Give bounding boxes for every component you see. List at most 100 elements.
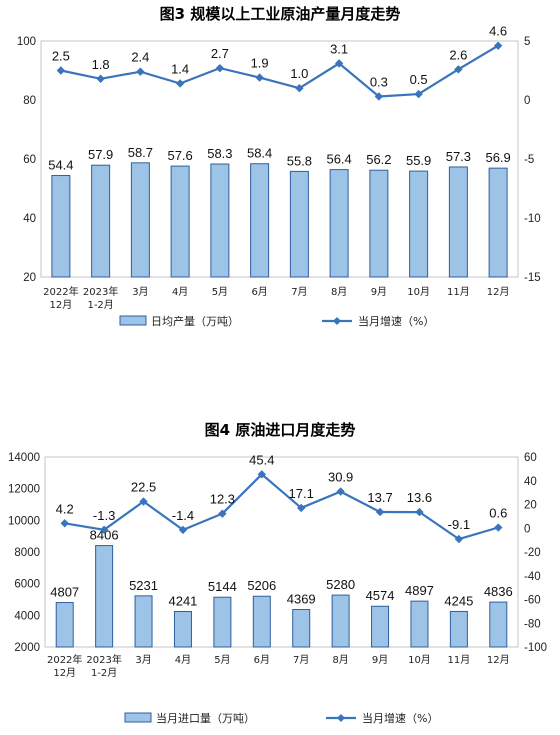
line-data-label: 2.7 xyxy=(211,46,229,61)
bar xyxy=(210,163,230,278)
bar xyxy=(55,602,74,648)
y-right-tick-label: -100 xyxy=(524,642,547,654)
x-tick-label: 2022年 xyxy=(43,285,78,298)
x-tick-label: 5月 xyxy=(214,654,230,666)
legend-line-marker xyxy=(333,317,341,325)
line-point xyxy=(178,525,188,535)
x-tick-label: 6月 xyxy=(254,654,270,666)
x-tick-label: 12月 xyxy=(487,286,510,298)
bar xyxy=(51,175,71,278)
y-right-tick-label: 60 xyxy=(524,452,537,464)
line-data-label: 45.4 xyxy=(249,452,274,467)
line-data-label: 30.9 xyxy=(328,470,353,485)
y-left-tick-label: 2000 xyxy=(14,642,40,654)
x-tick-label: 4月 xyxy=(175,654,191,666)
line-data-label: 22.5 xyxy=(131,480,156,495)
y-left-tick-label: 6000 xyxy=(14,579,40,591)
bar-data-label: 56.9 xyxy=(485,150,510,165)
legend-line-label: 当月增速（%） xyxy=(358,314,434,328)
line-point xyxy=(96,74,105,83)
bar xyxy=(409,170,429,278)
line-data-label: 3.1 xyxy=(330,41,348,56)
bar xyxy=(369,169,389,278)
x-tick-label: 1-2月 xyxy=(87,299,113,311)
bar xyxy=(130,162,150,278)
bar-data-label: 5144 xyxy=(208,579,237,594)
line-data-label: 1.4 xyxy=(171,61,189,76)
line-data-label: 2.4 xyxy=(131,50,149,65)
y-left-tick-label: 14000 xyxy=(8,452,40,464)
line-data-label: 4.6 xyxy=(489,24,507,39)
legend-bar-swatch xyxy=(124,712,152,723)
line-point xyxy=(454,65,463,74)
line-point xyxy=(334,59,344,68)
x-tick-label: 12月 xyxy=(53,667,76,679)
legend-bar-label: 当月进口量（万吨） xyxy=(156,711,255,725)
line-point xyxy=(494,523,503,532)
line-data-label: 13.6 xyxy=(407,490,432,505)
x-tick-label: 12月 xyxy=(487,654,510,666)
y-left-tick-label: 40 xyxy=(23,213,36,225)
line-data-label: 13.7 xyxy=(367,490,392,505)
line-data-label: 1.8 xyxy=(92,57,110,72)
line-point xyxy=(297,503,306,513)
line-point xyxy=(56,66,66,75)
x-tick-label: 7月 xyxy=(291,286,307,298)
line-point xyxy=(295,84,304,93)
line-data-label: 4.2 xyxy=(56,501,74,516)
bar-data-label: 4836 xyxy=(484,584,513,599)
bar xyxy=(331,594,350,648)
y-right-tick-label: -5 xyxy=(524,154,534,166)
bar xyxy=(289,170,309,278)
line-point xyxy=(336,487,345,496)
y-left-tick-label: 60 xyxy=(23,154,36,166)
x-tick-label: 10月 xyxy=(407,286,430,298)
x-tick-label: 7月 xyxy=(293,654,309,666)
bar xyxy=(488,167,508,278)
line-point xyxy=(374,92,384,101)
line-data-label: 0.5 xyxy=(410,72,428,87)
chart-crude-oil-production: 图3 规模以上工业原油产量月度走势 20406080100-15-10-5055… xyxy=(17,5,541,328)
bar-data-label: 4897 xyxy=(405,583,434,598)
chart-title: 图4 原油进口月度走势 xyxy=(205,421,356,439)
x-tick-label: 6月 xyxy=(251,286,267,298)
line-point xyxy=(493,41,503,50)
line-data-label: 2.5 xyxy=(52,49,70,64)
bar xyxy=(250,163,270,278)
bar xyxy=(448,166,468,278)
line-point xyxy=(99,525,109,534)
y-left-tick-label: 20 xyxy=(23,272,36,284)
line-point xyxy=(218,509,227,518)
bar xyxy=(134,595,153,648)
x-tick-label: 10月 xyxy=(408,654,431,666)
line-point xyxy=(257,470,266,479)
x-tick-label: 1-2月 xyxy=(91,667,117,679)
line-data-label: 1.9 xyxy=(251,56,269,71)
bar-data-label: 5231 xyxy=(129,578,158,593)
line-point xyxy=(215,63,225,73)
line-point xyxy=(415,507,424,517)
bar xyxy=(170,165,190,278)
bar xyxy=(91,164,111,278)
bar-data-label: 4807 xyxy=(50,585,79,600)
x-tick-label: 2023年 xyxy=(83,285,118,298)
x-tick-label: 11月 xyxy=(447,286,470,298)
line-data-label: -1.3 xyxy=(93,508,115,523)
y-right-tick-label: 0 xyxy=(524,523,530,535)
y-right-tick-label: -15 xyxy=(524,272,541,284)
line-point xyxy=(454,534,464,544)
bar xyxy=(292,608,311,648)
x-tick-label: 4月 xyxy=(172,286,188,298)
x-tick-label: 8月 xyxy=(331,286,347,298)
y-right-tick-label: -60 xyxy=(524,595,541,607)
bar xyxy=(213,596,232,648)
line-data-label: 12.3 xyxy=(210,492,235,507)
x-tick-label: 3月 xyxy=(132,286,148,298)
line-data-label: -9.1 xyxy=(448,517,470,532)
plot-frame xyxy=(40,40,519,278)
bar-data-label: 57.9 xyxy=(88,147,113,162)
y-left-tick-label: 8000 xyxy=(14,547,40,559)
bar-data-label: 4574 xyxy=(366,588,395,603)
bar-data-label: 4369 xyxy=(287,591,316,606)
line-point xyxy=(175,79,185,88)
